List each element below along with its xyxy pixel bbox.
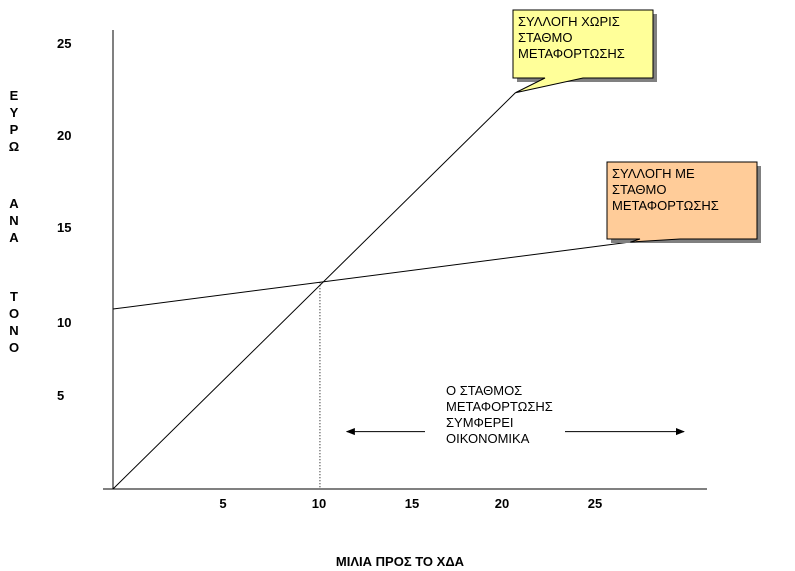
x-axis-title: ΜΙΛΙΑ ΠΡΟΣ ΤΟ ΧΔΑ <box>336 554 465 569</box>
y-tick-label: 5 <box>57 388 64 403</box>
y-axis-title-letter: Ν <box>9 323 18 338</box>
y-tick-label: 25 <box>57 36 71 51</box>
x-tick-label: 15 <box>405 496 419 511</box>
y-axis-title-letter: Ε <box>10 88 19 103</box>
x-tick-label: 5 <box>219 496 226 511</box>
y-axis-title-letter: Ο <box>9 340 19 355</box>
y-axis-title-letter: Τ <box>10 289 18 304</box>
callout-text-line: ΣΤΑΘΜΟ <box>518 30 572 45</box>
y-tick-label: 10 <box>57 315 71 330</box>
y-axis-title: Ε Υ Ρ Ω Α Ν Α Τ Ο Ν Ο <box>9 88 20 355</box>
y-axis-title-letter: Ρ <box>10 122 19 137</box>
x-tick-label: 10 <box>312 496 326 511</box>
y-tick-labels: 5 10 15 20 25 <box>57 36 71 403</box>
callout-text-line: ΣΥΛΛΟΓΗ ΧΩΡΙΣ <box>518 14 620 29</box>
y-axis-title-letter: Ο <box>9 306 19 321</box>
arrow-annotation-text-line: ΜΕΤΑΦΟΡΤΩΣΗΣ <box>446 399 553 414</box>
arrow-annotation-text-line: ΣΥΜΦΕΡΕΙ <box>446 415 514 430</box>
x-tick-labels: 5 10 15 20 25 <box>219 496 602 511</box>
x-tick-label: 25 <box>588 496 602 511</box>
callout-body <box>512 9 654 94</box>
callout-text-line: ΜΕΤΑΦΟΡΤΩΣΗΣ <box>518 46 625 61</box>
y-axis-title-letter: Ν <box>9 213 18 228</box>
y-axis-title-letter: Ω <box>9 139 19 154</box>
y-tick-label: 15 <box>57 220 71 235</box>
arrow-annotation-text-line: Ο ΣΤΑΘΜΟΣ <box>446 383 522 398</box>
series-line-1 <box>112 92 516 490</box>
y-axis-title-letter: Υ <box>10 105 19 120</box>
callout-text-line: ΣΥΛΛΟΓΗ ΜΕ <box>612 166 695 181</box>
callout-body <box>606 161 758 243</box>
x-tick-label: 20 <box>495 496 509 511</box>
arrow-annotation-text-line: ΟΙΚΟΝΟΜΙΚΑ <box>446 431 530 446</box>
y-axis-title-letter: Α <box>9 196 19 211</box>
series-layer <box>112 92 631 490</box>
y-axis-title-letter: Α <box>9 230 19 245</box>
callout-text-line: ΣΤΑΘΜΟ <box>612 182 666 197</box>
series-line-2 <box>112 241 631 310</box>
callout-text-line: ΜΕΤΑΦΟΡΤΩΣΗΣ <box>612 198 719 213</box>
y-tick-label: 20 <box>57 128 71 143</box>
